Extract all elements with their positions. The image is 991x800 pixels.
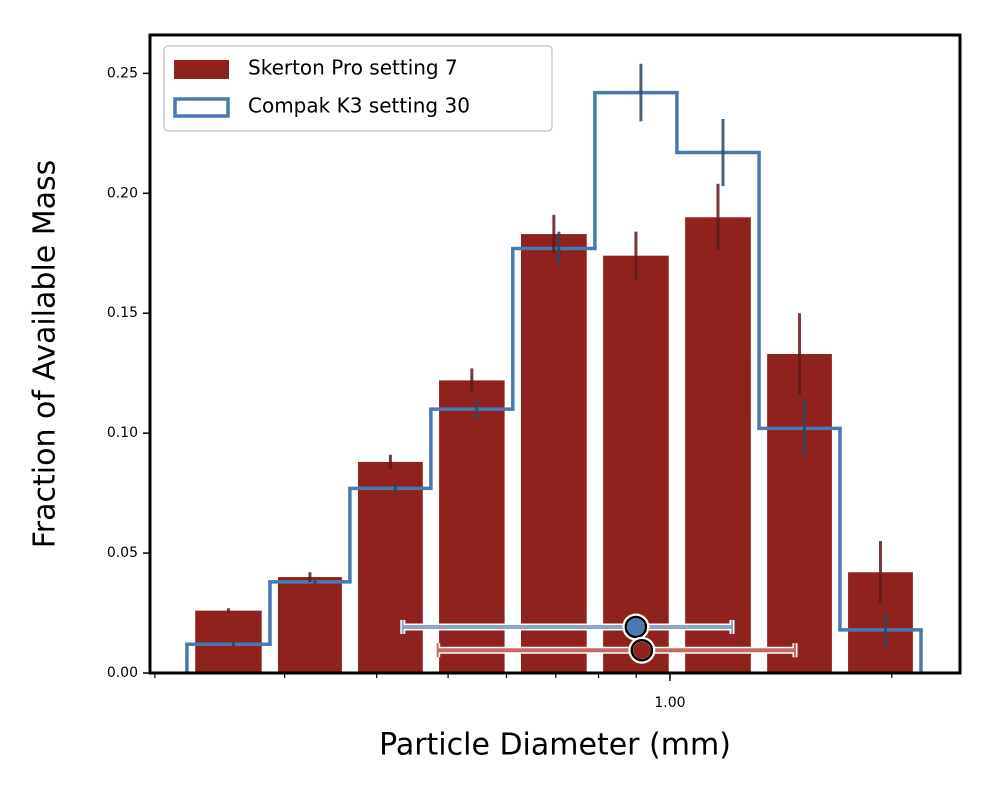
bar	[767, 354, 832, 673]
bar	[277, 577, 342, 673]
plot-frame	[148, 33, 962, 675]
legend-box	[163, 45, 553, 132]
bar	[195, 610, 262, 673]
y-tick-label: 0.00	[107, 665, 138, 681]
summary-point-edge	[630, 638, 654, 662]
summary-point-edge	[624, 615, 648, 639]
legend-label: Compak K3 setting 30	[248, 94, 470, 118]
y-tick-label: 0.20	[107, 185, 138, 201]
y-tick-label: 0.15	[107, 305, 138, 321]
x-axis-label: Particle Diameter (mm)	[379, 728, 731, 763]
summary-marker	[435, 636, 798, 664]
legend-swatch	[173, 97, 230, 118]
x-tick-label: 1.00	[654, 695, 685, 711]
legend-label: Skerton Pro setting 7	[248, 56, 458, 80]
bar	[358, 461, 423, 673]
y-tick-label: 0.05	[107, 545, 138, 561]
legend-swatch	[174, 60, 229, 79]
bar	[603, 255, 669, 673]
y-tick-label: 0.10	[107, 425, 138, 441]
bar	[521, 234, 587, 673]
summary-marker	[400, 613, 735, 641]
y-tick-label: 0.25	[107, 65, 138, 81]
y-axis-label: Fraction of Available Mass	[28, 160, 63, 549]
bar	[685, 217, 751, 674]
